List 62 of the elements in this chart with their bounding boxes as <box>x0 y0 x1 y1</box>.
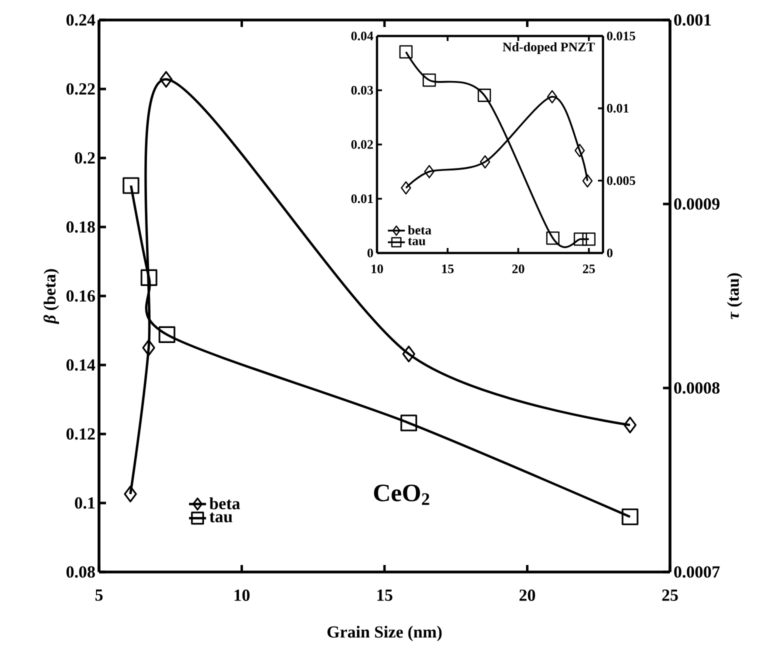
point <box>400 181 412 195</box>
y-axis-title: β (beta) <box>43 269 60 324</box>
y-tick-label: 0.08 <box>66 566 95 578</box>
y-tick-label: 0.2 <box>74 152 95 164</box>
y2-tick-label: 0.0009 <box>674 198 720 210</box>
y-tick-label: 0.02 <box>351 140 373 149</box>
legend-label: tau <box>408 238 426 246</box>
y-tick-label: 0.01 <box>351 194 373 204</box>
x-axis-title: Grain Size (nm) <box>327 626 442 642</box>
legend-label: beta <box>408 225 432 234</box>
y-tick-label: 0.1 <box>74 497 95 509</box>
y-tick-label: 0.22 <box>66 83 95 95</box>
point <box>158 326 176 343</box>
point <box>140 269 158 286</box>
y-tick-label: 0.04 <box>351 32 374 40</box>
point <box>160 70 173 88</box>
y2-tick-label: 0.001 <box>674 14 711 26</box>
point <box>622 508 638 526</box>
y-tick-label: 0.16 <box>66 290 95 302</box>
x-tick-label: 20 <box>520 590 536 601</box>
point <box>574 232 588 246</box>
y2-tick-label: 0.005 <box>607 176 636 186</box>
y-tick-label: 0 <box>368 248 373 258</box>
y2-tick-label: 0.01 <box>607 104 629 113</box>
y-tick-label: 0.24 <box>66 14 96 26</box>
x-tick-label: 10 <box>372 264 383 274</box>
y2-tick-label: 0.015 <box>607 32 636 40</box>
point <box>422 73 436 87</box>
y-tick-label: 0.14 <box>66 359 96 371</box>
x-tick-label: 5 <box>95 590 103 601</box>
x-tick-label: 20 <box>512 264 524 274</box>
y2-axis-title: τ (tau) <box>726 273 742 320</box>
annotation: CeO$_{2}$ <box>374 484 430 505</box>
y-tick-label: 0.03 <box>351 86 374 95</box>
point <box>582 232 596 246</box>
point <box>574 144 585 158</box>
x-tick-label: 25 <box>582 264 595 274</box>
point <box>142 339 156 356</box>
y-tick-label: 0.12 <box>66 428 95 440</box>
point <box>480 155 490 168</box>
point <box>546 231 560 245</box>
y2-tick-label: 0.0007 <box>674 566 720 578</box>
point <box>582 174 593 188</box>
point <box>478 88 491 102</box>
point <box>424 164 434 178</box>
point <box>399 45 413 59</box>
point <box>547 90 558 104</box>
point <box>400 414 418 432</box>
x-tick-label: 10 <box>234 590 250 601</box>
legend-label: beta <box>209 497 240 510</box>
y2-tick-label: 0 <box>607 248 613 258</box>
y-tick-label: 0.18 <box>66 221 95 233</box>
x-tick-label: 15 <box>377 590 392 601</box>
x-tick-label: 25 <box>662 590 678 601</box>
x-tick-label: 15 <box>442 264 454 274</box>
point <box>122 177 140 194</box>
legend-label: tau <box>210 512 232 522</box>
point <box>124 486 137 502</box>
point <box>402 346 416 362</box>
y2-tick-label: 0.0008 <box>674 382 720 394</box>
chart-title: Nd-doped PNZT <box>502 42 595 54</box>
point <box>624 416 636 434</box>
